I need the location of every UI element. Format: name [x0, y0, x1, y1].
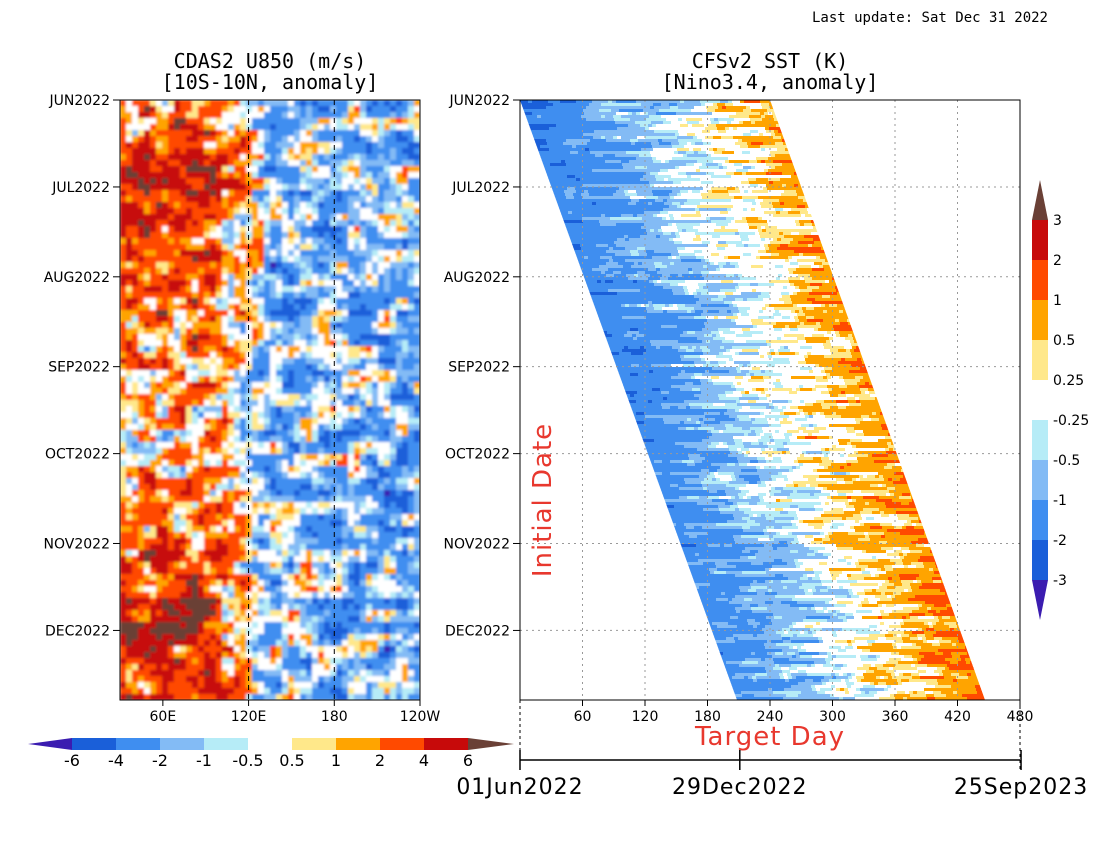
sst-colorbar-bin: [1032, 260, 1048, 300]
sst-x-tick-label: 180: [694, 709, 721, 725]
u850-field: [120, 100, 420, 700]
u850-colorbar-bin: [292, 738, 336, 750]
sst-x-tick-label: 480: [1007, 709, 1034, 725]
target-date-timeline: 01Jun2022 29Dec2022 25Sep2023: [456, 700, 1088, 800]
sst-x-tick-label: 120: [632, 709, 659, 725]
u850-colorbar-bin: [116, 738, 160, 750]
sst-field: [520, 100, 985, 700]
sst-x-axis: 60 120 180 240 300 360 420 480: [574, 700, 1034, 725]
u850-y-tick-label: AUG2022: [44, 270, 110, 286]
sst-colorbar: 3 2 1 0.5 0.25 -0.25 -0.5 -1 -2 -3: [1032, 180, 1089, 620]
sst-y-tick-label: JUL2022: [451, 180, 510, 196]
u850-y-tick-label: NOV2022: [44, 536, 110, 552]
sst-y-tick-label: OCT2022: [445, 447, 510, 463]
sst-colorbar-bin: [1032, 220, 1048, 260]
sst-x-tick-label: 60: [574, 709, 592, 725]
sst-x-tick-label: 360: [882, 709, 909, 725]
last-update-text: Last update: Sat Dec 31 2022: [812, 10, 1048, 26]
u850-x-tick-label: 120W: [400, 709, 441, 725]
sst-colorbar-label: -3: [1053, 573, 1067, 589]
sst-colorbar-label: 0.25: [1053, 373, 1084, 389]
sst-colorbar-label: -2: [1053, 533, 1067, 549]
sst-colorbar-bin: [1032, 460, 1048, 500]
target-date-label: 25Sep2023: [954, 775, 1088, 800]
sst-colorbar-label: -0.5: [1053, 453, 1080, 469]
u850-colorbar-bin: [160, 738, 204, 750]
u850-plot-frame: [119, 99, 421, 701]
u850-colorbar: -6 -4 -2 -1 -0.5 0.5 1 2 4 6: [28, 738, 514, 770]
sst-colorbar-bin: [1032, 340, 1048, 380]
sst-colorbar-label: -0.25: [1053, 413, 1089, 429]
u850-panel: CDAS2 U850 (m/s) [10S-10N, anomaly] JUN2…: [28, 49, 514, 770]
u850-x-tick-label: 60E: [150, 709, 177, 725]
u850-colorbar-bin: [336, 738, 380, 750]
u850-y-tick-label: JUN2022: [49, 93, 110, 109]
u850-colorbar-label: -2: [152, 751, 168, 770]
sst-grid: [520, 99, 1020, 700]
u850-colorbar-label: -4: [108, 751, 124, 770]
sst-colorbar-arrow-high: [1032, 180, 1048, 220]
u850-colorbar-label: -6: [64, 751, 80, 770]
u850-x-axis: 60E 120E 180 120W: [150, 700, 441, 725]
target-date-label: 29Dec2022: [672, 775, 808, 800]
u850-colorbar-bin: [248, 738, 292, 750]
sst-y-axis: JUN2022 JUL2022 AUG2022 SEP2022 OCT2022 NOV20…: [444, 93, 520, 639]
u850-y-axis: JUN2022 JUL2022 AUG2022 SEP2022 OCT2022 NOV20…: [44, 93, 120, 639]
u850-subtitle: [10S-10N, anomaly]: [162, 70, 379, 94]
sst-y-tick-label: NOV2022: [444, 536, 510, 552]
sst-colorbar-bin: [1032, 420, 1048, 460]
u850-title: CDAS2 U850 (m/s): [174, 49, 367, 73]
u850-y-tick-label: DEC2022: [45, 623, 110, 639]
u850-colorbar-bin: [424, 738, 468, 750]
sst-colorbar-bin: [1032, 500, 1048, 540]
sst-x-tick-label: 300: [819, 709, 846, 725]
sst-colorbar-label: 3: [1053, 213, 1062, 229]
sst-y-tick-label: JUN2022: [449, 93, 510, 109]
u850-colorbar-label: 1: [331, 751, 341, 770]
sst-colorbar-bin: [1032, 540, 1048, 580]
sst-colorbar-label: 2: [1053, 253, 1062, 269]
u850-colorbar-bin: [204, 738, 248, 750]
sst-colorbar-label: 1: [1053, 293, 1062, 309]
u850-colorbar-arrow-high: [468, 738, 514, 750]
u850-colorbar-arrow-low: [28, 738, 72, 750]
sst-colorbar-label: -1: [1053, 493, 1067, 509]
sst-y-tick-label: DEC2022: [445, 623, 510, 639]
sst-colorbar-label: 0.5: [1053, 333, 1075, 349]
u850-colorbar-bin: [380, 738, 424, 750]
sst-colorbar-bin: [1032, 380, 1048, 420]
target-date-label: 01Jun2022: [456, 775, 583, 800]
u850-colorbar-label: 4: [419, 751, 429, 770]
sst-ylabel: Initial Date: [528, 423, 558, 577]
sst-colorbar-bin: [1032, 300, 1048, 340]
sst-colorbar-arrow-low: [1032, 580, 1048, 620]
u850-x-tick-label: 180: [321, 709, 348, 725]
sst-x-tick-label: 420: [944, 709, 971, 725]
sst-xlabel: Target Day: [694, 722, 845, 752]
u850-colorbar-label: 6: [463, 751, 473, 770]
sst-y-tick-label: AUG2022: [444, 270, 510, 286]
u850-y-tick-label: OCT2022: [45, 447, 110, 463]
sst-panel: CFSv2 SST (K) [Nino3.4, anomaly] JUN2022…: [444, 49, 1090, 800]
sst-x-tick-label: 240: [757, 709, 784, 725]
u850-colorbar-bin: [72, 738, 116, 750]
sst-subtitle: [Nino3.4, anomaly]: [662, 70, 879, 94]
sst-y-tick-label: SEP2022: [448, 360, 510, 376]
u850-y-tick-label: JUL2022: [51, 180, 110, 196]
u850-x-tick-label: 120E: [231, 709, 267, 725]
sst-title: CFSv2 SST (K): [692, 49, 849, 73]
u850-colorbar-label: -0.5: [232, 751, 263, 770]
u850-y-tick-label: SEP2022: [48, 360, 110, 376]
u850-colorbar-label: -1: [196, 751, 212, 770]
u850-colorbar-label: 2: [375, 751, 385, 770]
u850-reference-lines: [248, 100, 335, 700]
u850-colorbar-label: 0.5: [279, 751, 304, 770]
